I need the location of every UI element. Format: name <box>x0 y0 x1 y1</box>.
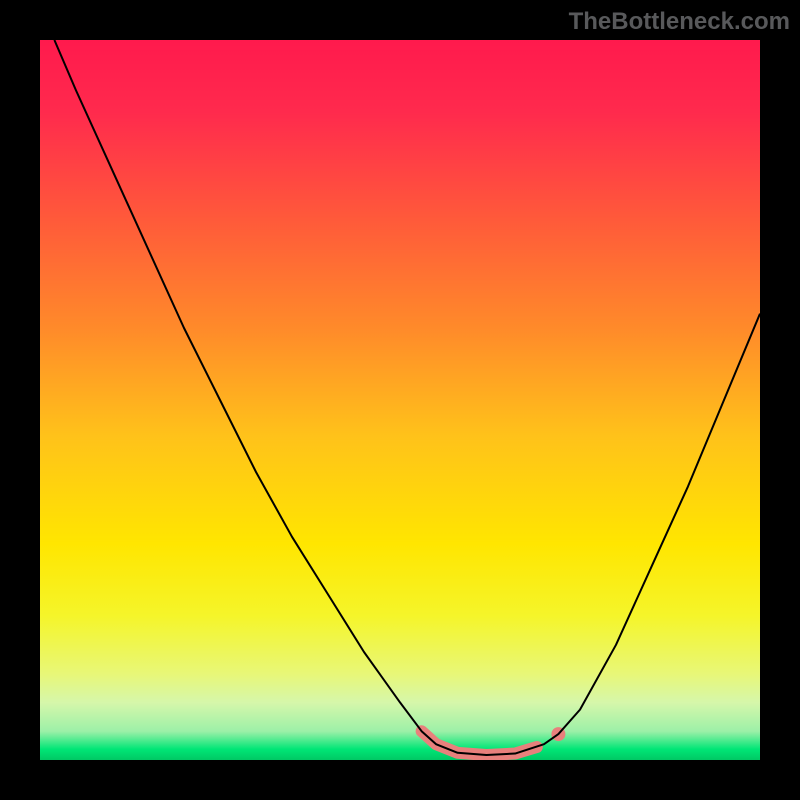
chart-svg <box>0 0 800 800</box>
bottleneck-curve <box>54 40 760 755</box>
watermark-text: TheBottleneck.com <box>569 8 790 36</box>
